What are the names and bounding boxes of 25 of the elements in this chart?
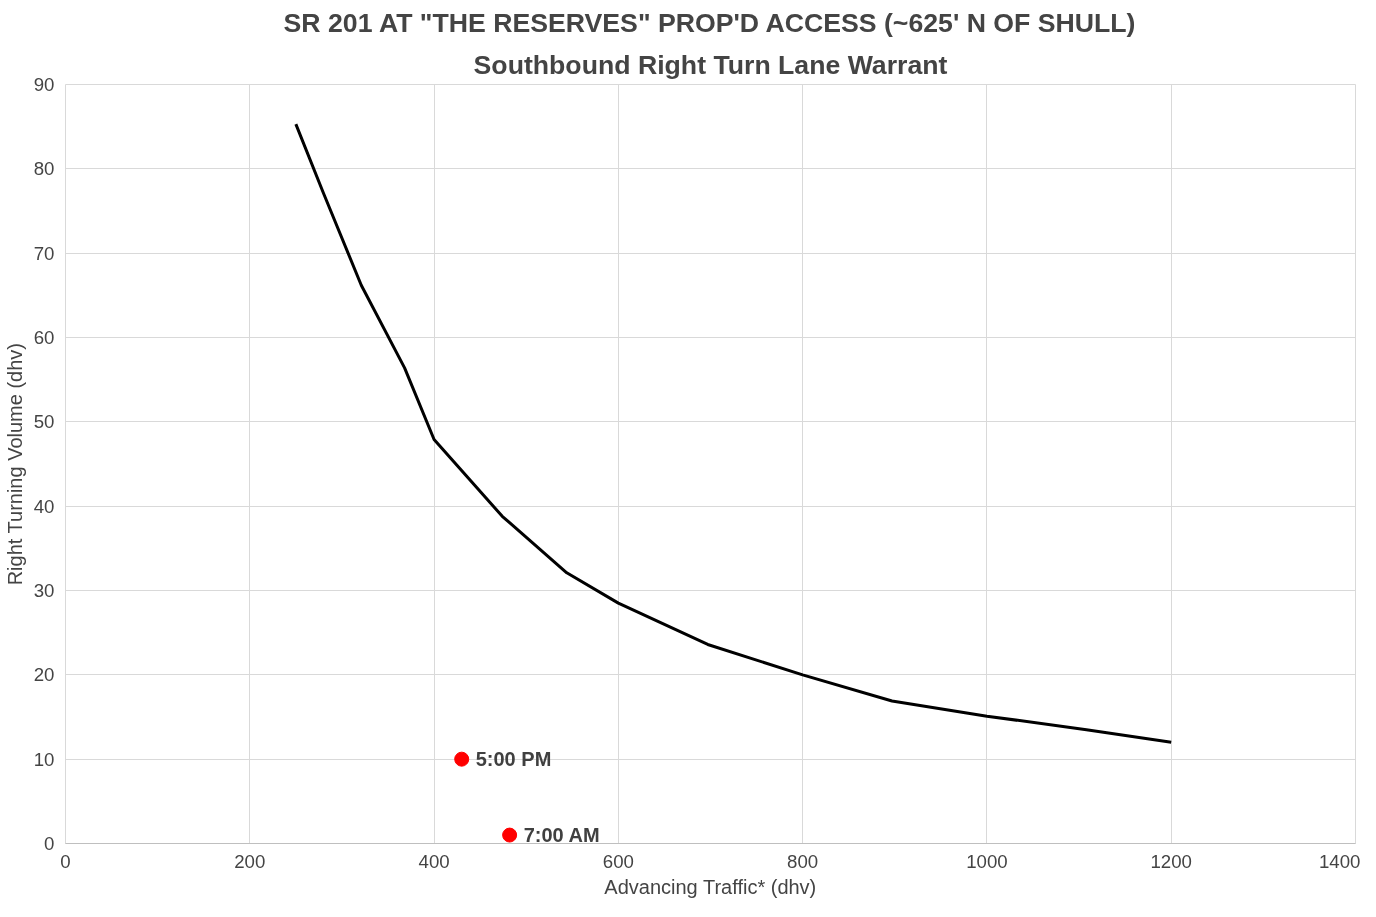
x-tick-label: 1400 [1319,850,1361,872]
line-series [294,122,1173,744]
chart-subtitle: Southbound Right Turn Lane Warrant [473,49,948,80]
y-axis-title: Right Turning Volume (dhv) [3,343,26,586]
y-tick-label: 0 [44,833,55,854]
chart-title: SR 201 AT "THE RESERVES" PROP'D ACCESS (~625' N OF SHULL) [283,7,1136,38]
y-tick-label: 40 [33,495,55,517]
x-tick-label: 200 [234,850,266,872]
y-tick-label: 70 [33,242,55,264]
y-tick-label: 50 [33,411,55,433]
annotation: 7:00 AM [523,824,600,847]
y-tick-label: 90 [33,74,55,95]
x-axis-title: Advancing Traffic* (dhv) [604,875,817,898]
x-tick-label: 1000 [966,850,1008,872]
y-tick-label: 10 [33,748,55,770]
x-tick-label: 600 [602,850,634,872]
x-tick-label: 0 [60,850,71,872]
y-tick-label: 20 [33,664,55,686]
y-tick-label: 30 [33,580,55,601]
y-tick-label: 80 [33,158,55,180]
x-tick-label: 400 [418,850,450,872]
x-tick-label: 800 [787,850,819,872]
y-tick-label: 60 [33,327,55,348]
x-tick-label: 1200 [1150,850,1192,872]
annotation: 5:00 PM [475,748,552,771]
